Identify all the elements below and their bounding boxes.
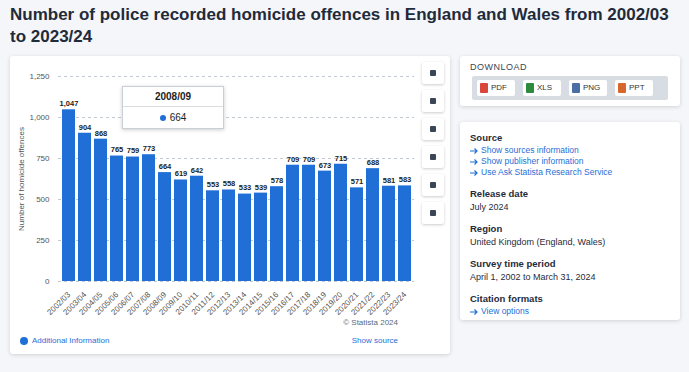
svg-text:709: 709 bbox=[287, 155, 300, 164]
svg-text:750: 750 bbox=[36, 154, 50, 163]
svg-text:2003/04: 2003/04 bbox=[61, 290, 89, 317]
svg-text:2016/17: 2016/17 bbox=[269, 290, 297, 317]
svg-text:664: 664 bbox=[159, 162, 172, 171]
html-text:DOWNLOAD: DOWNLOAD bbox=[470, 62, 527, 72]
html-text:Number of police recorded homi: Number of police recorded homicide offen… bbox=[10, 5, 669, 46]
svg-text:1,000: 1,000 bbox=[29, 113, 50, 122]
html-text:United Kingdom (England, Wales: United Kingdom (England, Wales) bbox=[470, 237, 606, 247]
svg-text:868: 868 bbox=[95, 129, 108, 138]
html-text:2008/09: 2008/09 bbox=[154, 91, 192, 102]
svg-text:688: 688 bbox=[367, 158, 380, 167]
svg-text:2020/21: 2020/21 bbox=[333, 290, 361, 317]
html-text:XLS: XLS bbox=[537, 83, 553, 92]
svg-text:553: 553 bbox=[207, 180, 220, 189]
svg-text:773: 773 bbox=[143, 144, 156, 153]
svg-text:642: 642 bbox=[191, 166, 204, 175]
svg-text:583: 583 bbox=[399, 175, 412, 184]
svg-text:250: 250 bbox=[36, 236, 50, 245]
svg-text:2008/09: 2008/09 bbox=[141, 290, 169, 317]
svg-text:759: 759 bbox=[127, 146, 140, 155]
svg-text:533: 533 bbox=[239, 183, 252, 192]
svg-text:2011/12: 2011/12 bbox=[189, 290, 217, 317]
svg-text:578: 578 bbox=[271, 176, 284, 185]
svg-text:1,047: 1,047 bbox=[60, 99, 79, 108]
html-text:PDF: PDF bbox=[491, 83, 507, 92]
svg-text:709: 709 bbox=[303, 155, 316, 164]
svg-text:904: 904 bbox=[79, 123, 92, 132]
html-text:Citation formats: Citation formats bbox=[470, 293, 543, 304]
svg-text:2010/11: 2010/11 bbox=[173, 290, 201, 317]
html-text:Show publisher information: Show publisher information bbox=[481, 156, 584, 166]
svg-text:2012/13: 2012/13 bbox=[205, 290, 233, 317]
svg-text:2002/03: 2002/03 bbox=[45, 290, 73, 317]
html-text:Show source: Show source bbox=[351, 336, 398, 345]
html-text:Use Ask Statista Research Serv: Use Ask Statista Research Service bbox=[481, 167, 613, 177]
html-text:Region: Region bbox=[470, 223, 503, 234]
svg-text:558: 558 bbox=[223, 179, 236, 188]
svg-text:2017/18: 2017/18 bbox=[285, 290, 313, 317]
svg-text:765: 765 bbox=[111, 145, 124, 154]
svg-text:619: 619 bbox=[175, 169, 188, 178]
svg-text:2018/19: 2018/19 bbox=[301, 290, 329, 317]
svg-text:2023/24: 2023/24 bbox=[381, 290, 408, 317]
html-text:664: 664 bbox=[169, 112, 187, 123]
html-text:Release date: Release date bbox=[470, 188, 529, 199]
svg-text:2004/05: 2004/05 bbox=[77, 290, 105, 317]
svg-text:2022/23: 2022/23 bbox=[365, 290, 393, 317]
svg-text:0: 0 bbox=[45, 277, 50, 286]
html-text:July 2024: July 2024 bbox=[470, 202, 509, 212]
svg-text:2005/06: 2005/06 bbox=[93, 290, 121, 317]
svg-text:715: 715 bbox=[335, 154, 348, 163]
svg-text:Number of homicide offences: Number of homicide offences bbox=[17, 127, 26, 231]
html-text:PNG: PNG bbox=[583, 83, 601, 92]
html-text:© Statista 2024: © Statista 2024 bbox=[343, 318, 398, 327]
svg-text:500: 500 bbox=[36, 195, 50, 204]
html-text:Additional Information: Additional Information bbox=[32, 336, 110, 345]
svg-text:2019/20: 2019/20 bbox=[317, 290, 345, 317]
html-text:Source: Source bbox=[470, 132, 503, 143]
svg-text:2013/14: 2013/14 bbox=[221, 290, 249, 317]
svg-text:2015/16: 2015/16 bbox=[253, 290, 281, 317]
svg-text:2006/07: 2006/07 bbox=[109, 290, 137, 317]
html-text:View options: View options bbox=[481, 306, 529, 316]
svg-text:1,250: 1,250 bbox=[29, 72, 50, 81]
html-text:Show sources information: Show sources information bbox=[481, 145, 579, 155]
svg-text:2021/22: 2021/22 bbox=[349, 290, 377, 317]
svg-text:2009/10: 2009/10 bbox=[157, 290, 185, 317]
svg-text:2007/08: 2007/08 bbox=[125, 290, 153, 317]
svg-text:539: 539 bbox=[255, 183, 268, 192]
html-text:April 1, 2002 to March 31, 202: April 1, 2002 to March 31, 2024 bbox=[470, 272, 596, 282]
html-text:PPT: PPT bbox=[629, 83, 645, 92]
svg-text:571: 571 bbox=[351, 177, 364, 186]
html-text:Survey time period: Survey time period bbox=[470, 258, 556, 269]
svg-text:2014/15: 2014/15 bbox=[237, 290, 265, 317]
svg-text:673: 673 bbox=[319, 161, 332, 170]
svg-text:581: 581 bbox=[383, 176, 396, 185]
